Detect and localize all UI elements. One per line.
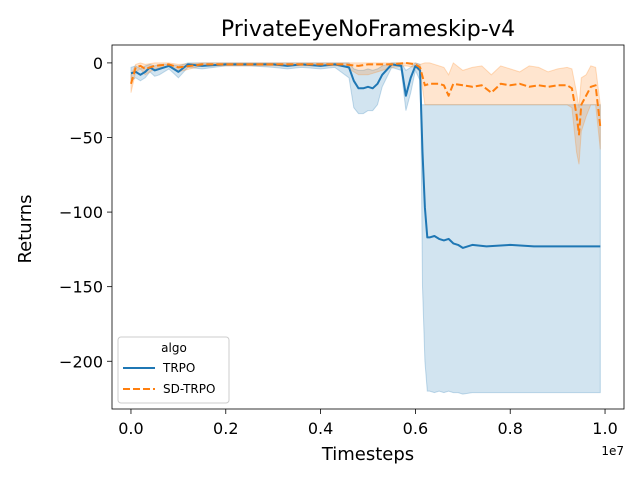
legend-box xyxy=(117,336,230,404)
y-tick-label: 0 xyxy=(93,54,103,73)
legend: algo TRPO SD-TRPO xyxy=(117,336,230,404)
x-tick-label: 0.0 xyxy=(118,419,143,438)
x-tick-label: 0.8 xyxy=(497,419,522,438)
x-tick-label: 0.2 xyxy=(213,419,238,438)
chart-title: PrivateEyeNoFrameskip-v4 xyxy=(221,17,515,42)
y-axis-label: Returns xyxy=(15,194,36,263)
y-tick-label: −100 xyxy=(59,203,103,222)
legend-title: algo xyxy=(161,341,187,355)
x-axis-label: Timesteps xyxy=(321,444,414,465)
y-tick-label: −50 xyxy=(69,128,103,147)
x-tick-label: 1.0 xyxy=(592,419,617,438)
y-tick-label: −200 xyxy=(59,352,103,371)
band-sd-trpo xyxy=(130,62,601,165)
x-axis-offset-label: 1e7 xyxy=(601,444,624,458)
legend-label-trpo: TRPO xyxy=(162,361,195,375)
x-axis-ticks: 0.0 0.2 0.4 0.6 0.8 1.0 xyxy=(118,409,618,438)
line-trpo xyxy=(130,63,601,249)
y-tick-label: −150 xyxy=(59,278,103,297)
legend-label-sd-trpo: SD-TRPO xyxy=(163,382,215,396)
series-lines xyxy=(130,61,602,249)
x-tick-label: 0.4 xyxy=(308,419,333,438)
x-tick-label: 0.6 xyxy=(403,419,428,438)
band-trpo xyxy=(130,62,601,395)
y-axis-ticks: 0 −50 −100 −150 −200 xyxy=(59,54,112,371)
line-sd-trpo xyxy=(130,61,602,136)
plot-frame xyxy=(111,44,625,410)
confidence-bands xyxy=(130,62,601,395)
